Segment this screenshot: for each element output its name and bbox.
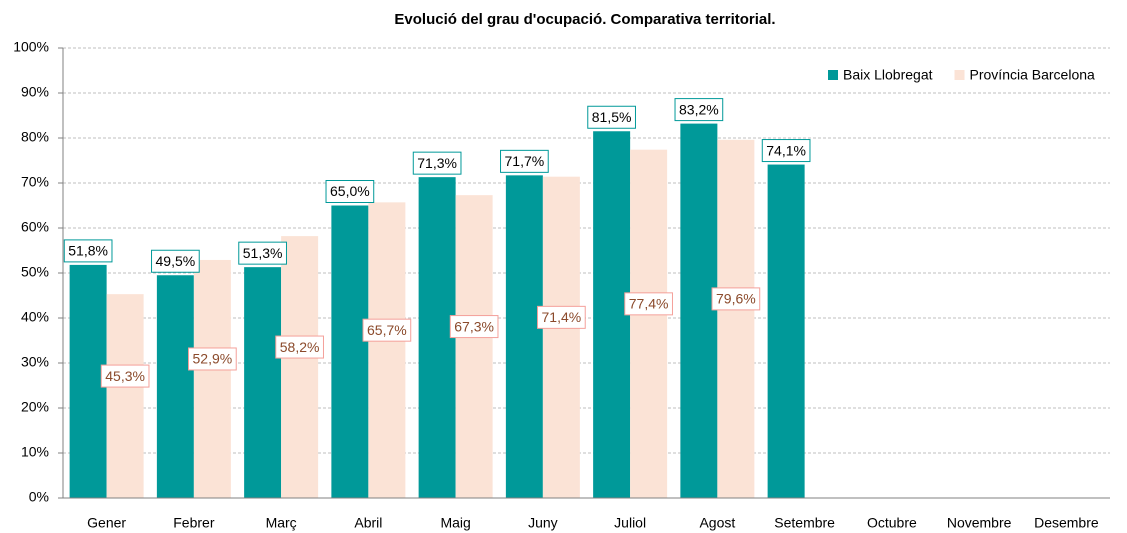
- legend-swatch: [828, 70, 838, 80]
- data-label: 65,0%: [330, 183, 370, 199]
- data-label: 71,7%: [505, 153, 545, 169]
- bar: [69, 264, 107, 498]
- data-label-box: [412, 151, 462, 175]
- bar: [106, 294, 144, 498]
- bar: [767, 164, 805, 499]
- data-label: 74,1%: [766, 142, 806, 158]
- data-label-box: [100, 364, 150, 388]
- y-tick-label: 40%: [21, 309, 49, 325]
- data-label-box: [674, 98, 724, 122]
- y-tick-label: 70%: [21, 174, 49, 190]
- data-label-box: [624, 292, 673, 316]
- data-label-box: [362, 318, 412, 342]
- data-label: 51,3%: [243, 245, 283, 261]
- data-label: 81,5%: [592, 109, 632, 125]
- data-label: 52,9%: [193, 351, 233, 367]
- x-tick-label: Juliol: [614, 515, 646, 531]
- data-label-box: [761, 139, 811, 163]
- x-tick-label: Setembre: [774, 515, 835, 531]
- data-label-box: [449, 315, 499, 339]
- data-label-box: [63, 239, 113, 263]
- x-tick-label: Octubre: [867, 515, 917, 531]
- data-label: 77,4%: [629, 296, 669, 312]
- bar: [542, 176, 580, 498]
- data-label: 79,6%: [716, 291, 756, 307]
- x-tick-label: Febrer: [173, 515, 215, 531]
- data-label-box: [151, 249, 200, 273]
- y-tick-label: 50%: [21, 264, 49, 280]
- data-label: 71,3%: [417, 155, 457, 171]
- x-tick-label: Juny: [528, 515, 558, 531]
- bar: [593, 131, 631, 498]
- data-label: 71,4%: [542, 309, 582, 325]
- x-tick-label: Novembre: [947, 515, 1012, 531]
- bar: [455, 195, 493, 498]
- bar: [368, 202, 406, 498]
- y-tick-label: 0%: [29, 489, 49, 505]
- x-tick-label: Maig: [440, 515, 470, 531]
- data-label: 58,2%: [280, 339, 320, 355]
- data-label: 67,3%: [454, 318, 494, 334]
- legend-swatch: [954, 70, 965, 80]
- data-label-box: [275, 335, 324, 359]
- x-tick-label: Març: [266, 515, 297, 531]
- bar: [505, 175, 543, 498]
- chart-title: Evolució del grau d'ocupació. Comparativ…: [394, 11, 775, 28]
- bar: [630, 149, 668, 498]
- data-label: 65,7%: [367, 322, 407, 338]
- data-label-box: [238, 241, 287, 265]
- x-tick-label: Agost: [699, 515, 735, 531]
- data-label-box: [537, 305, 586, 329]
- y-tick-label: 30%: [21, 354, 49, 370]
- y-tick-label: 20%: [21, 399, 49, 415]
- data-label: 49,5%: [156, 253, 196, 269]
- bar: [244, 267, 282, 498]
- x-tick-label: Desembre: [1034, 515, 1099, 531]
- y-tick-label: 10%: [21, 444, 49, 460]
- x-tick-label: Abril: [354, 515, 382, 531]
- legend-label: Província Barcelona: [970, 67, 1096, 83]
- x-tick-label: Gener: [87, 515, 126, 531]
- data-label-box: [500, 149, 549, 173]
- data-label-box: [325, 180, 375, 203]
- data-label-box: [711, 287, 761, 311]
- bar: [717, 139, 755, 499]
- bar: [156, 275, 194, 498]
- data-label: 51,8%: [68, 243, 108, 259]
- data-label: 45,3%: [105, 368, 145, 384]
- bar: [281, 236, 319, 498]
- bar: [418, 177, 456, 498]
- bar: [331, 205, 369, 498]
- y-tick-label: 90%: [21, 84, 49, 100]
- y-tick-label: 80%: [21, 129, 49, 145]
- y-tick-label: 100%: [13, 39, 49, 55]
- bar: [193, 259, 231, 498]
- y-tick-label: 60%: [21, 219, 49, 235]
- data-label-box: [188, 347, 237, 371]
- legend-label: Baix Llobregat: [843, 67, 933, 83]
- data-label: 83,2%: [679, 101, 719, 117]
- data-label-box: [587, 105, 636, 129]
- bar: [680, 123, 718, 498]
